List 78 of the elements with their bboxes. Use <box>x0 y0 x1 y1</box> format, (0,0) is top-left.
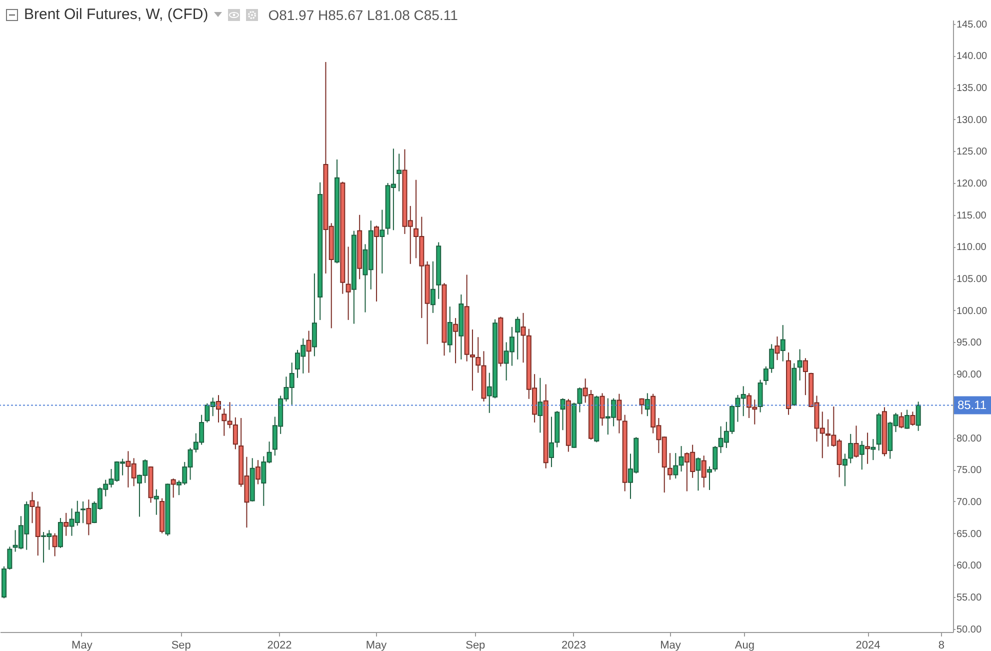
candlestick <box>854 425 859 458</box>
candlestick <box>802 358 808 396</box>
annotation: O81.97 H85.67 L81.08 C85.11 <box>268 6 458 22</box>
y-tick-label: 105.00 <box>956 274 988 286</box>
candlestick <box>312 272 317 357</box>
candlestick <box>668 452 673 480</box>
candlestick <box>696 457 701 492</box>
y-tick-label: 110.00 <box>956 242 987 254</box>
x-tick-label: 2022 <box>267 640 292 651</box>
candlestick <box>430 260 436 314</box>
x-tick-label: May <box>366 640 388 651</box>
candlestick <box>86 499 92 536</box>
candlestick <box>396 153 402 192</box>
candlestick <box>616 393 622 434</box>
candlestick <box>216 394 221 423</box>
x-tick-label: 2024 <box>856 640 880 651</box>
x-tick-label: Sep <box>466 640 486 651</box>
candlestick <box>64 512 69 536</box>
y-tick-label: 135.00 <box>956 83 988 94</box>
candlestick <box>797 348 802 381</box>
y-tick-label: 60.00 <box>956 560 982 572</box>
y-tick-label: 145.00 <box>956 19 988 30</box>
candlestick <box>859 440 864 470</box>
candlestick <box>538 377 543 434</box>
y-tick-label: 75.00 <box>956 465 982 476</box>
chart-title: Brent Oil Futures, W, (CFD) <box>24 6 208 23</box>
candlestick <box>644 392 650 417</box>
y-tick-label: 80.00 <box>956 433 982 444</box>
candlestick <box>374 225 380 302</box>
ref-line-label: 85.11 <box>957 398 987 412</box>
candlestick <box>678 446 684 472</box>
x-tick-label: May <box>72 640 93 651</box>
y-tick-label: 115.00 <box>956 210 987 222</box>
candlestick <box>673 452 678 480</box>
x-tick-label: Sep <box>171 640 191 651</box>
candlestick <box>80 500 86 524</box>
candlestick <box>447 306 452 353</box>
candlestick <box>600 392 605 426</box>
y-tick-label: 65.00 <box>956 528 982 540</box>
candlestick <box>910 411 916 426</box>
candlestick <box>916 401 921 432</box>
candlestick <box>842 453 848 487</box>
candlestick <box>306 330 312 374</box>
candlestick <box>170 478 176 498</box>
y-tick-label: 140.00 <box>956 51 988 62</box>
y-tick-label: 90.00 <box>956 370 982 381</box>
y-tick-label: 70.00 <box>956 496 982 508</box>
candlestick <box>560 398 566 431</box>
x-tick-label: May <box>660 640 682 651</box>
candlestick <box>848 433 854 464</box>
candlestick <box>520 312 526 364</box>
candlestick <box>52 532 58 557</box>
candlestick <box>154 488 159 516</box>
y-tick-label: 120.00 <box>956 178 988 190</box>
candlestick <box>758 379 763 413</box>
candlestick <box>453 318 458 364</box>
candlestick <box>904 409 910 430</box>
candlestick <box>870 438 876 461</box>
y-tick-label: 125.00 <box>956 146 988 158</box>
candlestick <box>780 324 786 362</box>
candlestick <box>865 432 870 464</box>
y-tick-label: 100.00 <box>956 306 988 317</box>
candlestick <box>346 246 351 320</box>
candlestick <box>701 455 706 488</box>
x-tick-label: 2023 <box>562 640 586 651</box>
y-tick-label: 130.00 <box>956 114 988 126</box>
candlestick <box>548 416 554 468</box>
y-tick-label: 55.00 <box>956 592 982 604</box>
x-tick-label: 8 <box>938 640 944 651</box>
candlestick <box>380 209 385 274</box>
candlestick <box>774 336 780 361</box>
candlestick <box>515 316 520 360</box>
y-tick-label: 50.00 <box>956 624 982 636</box>
candlestick <box>256 460 261 485</box>
y-tick-label: 95.00 <box>956 338 982 349</box>
candlestick <box>639 398 644 415</box>
x-tick-label: Aug <box>734 640 754 651</box>
candlestick <box>898 412 904 429</box>
